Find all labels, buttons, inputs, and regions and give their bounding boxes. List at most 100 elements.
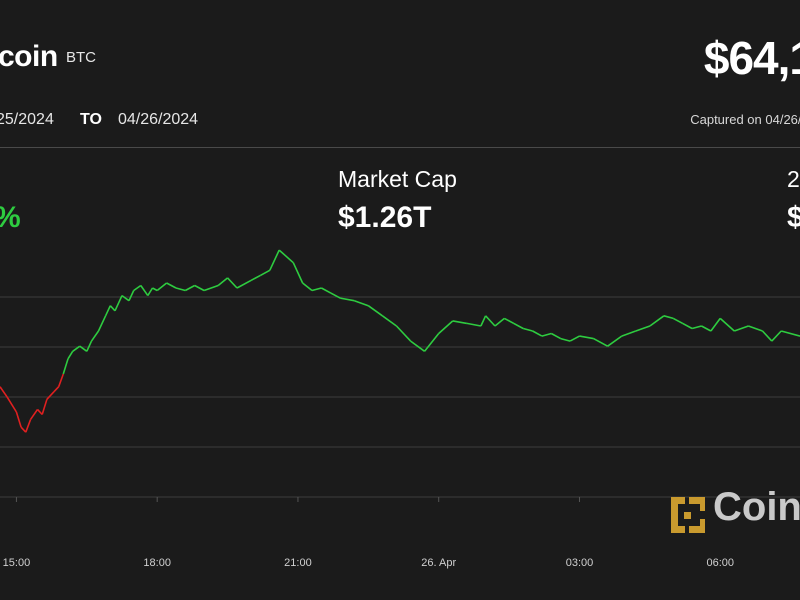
price-line-segment xyxy=(29,408,39,421)
price-line-segment xyxy=(236,279,252,289)
price-line-segment xyxy=(354,299,369,307)
price-line-segment xyxy=(152,287,158,292)
price-line-segment xyxy=(121,294,130,302)
price-line-segment xyxy=(560,337,571,342)
coindesk-watermark: Coin xyxy=(667,485,800,542)
captured-timestamp: Captured on 04/26/20 xyxy=(690,112,800,127)
price-line-segment xyxy=(53,386,60,393)
price-line-segment xyxy=(748,325,763,332)
price-line-segment xyxy=(504,317,515,325)
price-line-segment xyxy=(330,292,341,299)
price-line-segment xyxy=(423,333,440,352)
price-line-segment xyxy=(532,330,543,337)
x-tick-label: 15:00 xyxy=(3,557,31,569)
price-line-segment xyxy=(278,249,294,264)
price-line-segment xyxy=(367,305,383,317)
price-line-segment xyxy=(104,305,112,317)
x-tick-label: 26. Apr xyxy=(421,557,456,569)
price-line-segment xyxy=(25,419,32,433)
price-line-segment xyxy=(79,345,88,352)
price-line-segment xyxy=(438,320,454,335)
x-tick-label: 06:00 xyxy=(706,557,734,569)
price-line-segment xyxy=(36,408,43,416)
price-line-segment xyxy=(672,317,684,325)
price-line-segment xyxy=(140,285,149,297)
x-axis-ticks: 15:00 18:00 21:00 26. Apr 03:00 06:00 xyxy=(3,497,734,569)
to-label: TO xyxy=(80,111,102,128)
price-line-segment xyxy=(649,315,665,327)
price-line-segment xyxy=(311,287,322,292)
price-line-segment xyxy=(41,399,48,415)
x-tick-label: 03:00 xyxy=(566,557,594,569)
x-tick-label: 18:00 xyxy=(143,557,171,569)
price-line-segment xyxy=(513,322,524,330)
price-line-segment xyxy=(691,325,702,330)
price-line-segment xyxy=(780,330,800,337)
watermark-text: Coin xyxy=(713,485,800,529)
market-cap-label: Market Cap xyxy=(338,166,457,192)
price-line-segment xyxy=(635,325,651,332)
price-line-segment xyxy=(734,325,749,332)
price-line-segment xyxy=(541,332,552,337)
coin-ticker: BTC xyxy=(66,49,96,66)
price-line-segment xyxy=(719,317,735,332)
price-line-segment xyxy=(184,284,196,292)
price-line-segment xyxy=(62,358,69,375)
price-line-segment xyxy=(302,282,313,292)
price-line-segment xyxy=(175,287,186,292)
price-line-segment xyxy=(701,325,712,332)
price-line-segment xyxy=(57,373,65,387)
price-line-segment xyxy=(97,315,107,332)
price-line-segment xyxy=(109,305,116,312)
price-line-segment xyxy=(90,330,100,342)
date-to: 04/26/2024 xyxy=(118,111,199,128)
price-line-segment xyxy=(593,337,608,347)
price-line-segment xyxy=(217,277,229,287)
price-line-segment xyxy=(203,284,219,292)
volume-value: $ xyxy=(787,201,800,234)
price-line-segment xyxy=(166,282,177,289)
price-line-segment xyxy=(227,277,238,289)
x-tick-label: 21:00 xyxy=(284,557,312,569)
price-line-segment xyxy=(292,262,304,284)
price-line-segment xyxy=(114,295,123,312)
current-price: $64,1 xyxy=(703,32,800,84)
price-line-segment xyxy=(485,315,496,327)
price-line-segment xyxy=(771,330,782,342)
chart-grid xyxy=(0,296,800,498)
price-line-segment xyxy=(395,325,412,342)
price-line-segment xyxy=(480,315,487,327)
price-line-segment xyxy=(452,320,468,325)
price-line-segment xyxy=(67,350,74,360)
price-line-segment xyxy=(621,330,637,337)
price-line-segment xyxy=(20,426,27,433)
price-line-segment xyxy=(86,340,93,352)
price-line-segment xyxy=(250,274,261,282)
price-change-percent: % xyxy=(0,201,21,235)
price-line-segment xyxy=(569,335,580,342)
price-line-segment xyxy=(340,297,355,302)
price-line-segment xyxy=(46,391,55,400)
volume-label: 2 xyxy=(787,166,800,192)
coin-name: coin xyxy=(0,40,58,73)
coindesk-logo-icon xyxy=(671,497,705,533)
price-line-segment xyxy=(156,282,168,292)
price-chart: 15:00 18:00 21:00 26. Apr 03:00 06:00 xyxy=(0,249,800,569)
price-line-segment xyxy=(128,290,135,302)
price-line-segment xyxy=(607,335,623,347)
price-line-segment xyxy=(494,317,505,327)
date-from: 25/2024 xyxy=(0,111,54,128)
price-line-segment xyxy=(15,411,22,428)
price-line-segment xyxy=(522,327,533,332)
price-line-segment xyxy=(133,284,142,292)
price-line-segment xyxy=(710,317,721,332)
price-line-segment xyxy=(761,330,773,342)
price-line-segment xyxy=(194,284,205,292)
price-line-segment xyxy=(0,386,8,398)
price-line-segment xyxy=(147,287,154,297)
market-cap-value: $1.26T xyxy=(338,201,432,234)
price-line-segment xyxy=(381,315,397,327)
price-line-segment xyxy=(6,396,18,413)
price-line-segment xyxy=(466,322,482,327)
header-divider xyxy=(0,147,800,148)
